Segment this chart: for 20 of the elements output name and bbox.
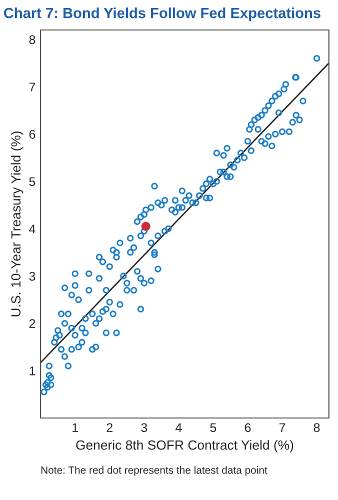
x-tick-label: 4 [175,423,182,432]
y-tick-label: 1 [30,366,36,376]
x-tick-label: 8 [314,423,320,432]
x-tick-label: 3 [141,423,148,432]
x-tick-label: 7 [279,423,286,432]
y-tick-label: 2 [29,319,36,328]
text: Note: The red dot represents the latest data point [41,466,268,476]
y-tick-label: 6 [29,130,36,139]
y-tick-label: 5 [29,177,36,186]
y-tick-label: 8 [29,35,36,44]
y-tick-label: 3 [29,272,36,281]
y-axis-title: U.S. 10-Year Treasury Yield (%) [10,132,24,316]
x-tick-label: 2 [106,423,112,432]
y-tick-label: 4 [29,224,36,234]
x-axis-title: Generic 8th SOFR Contract Yield (%) [76,440,294,452]
y-tick-label: 7 [29,82,36,92]
x-tick-label: 6 [244,423,251,432]
x-tick-label: 5 [210,423,216,432]
chart-title: Chart 7: Bond Yields Follow Fed Expectations [4,8,320,22]
x-tick-label: 1 [72,423,78,432]
